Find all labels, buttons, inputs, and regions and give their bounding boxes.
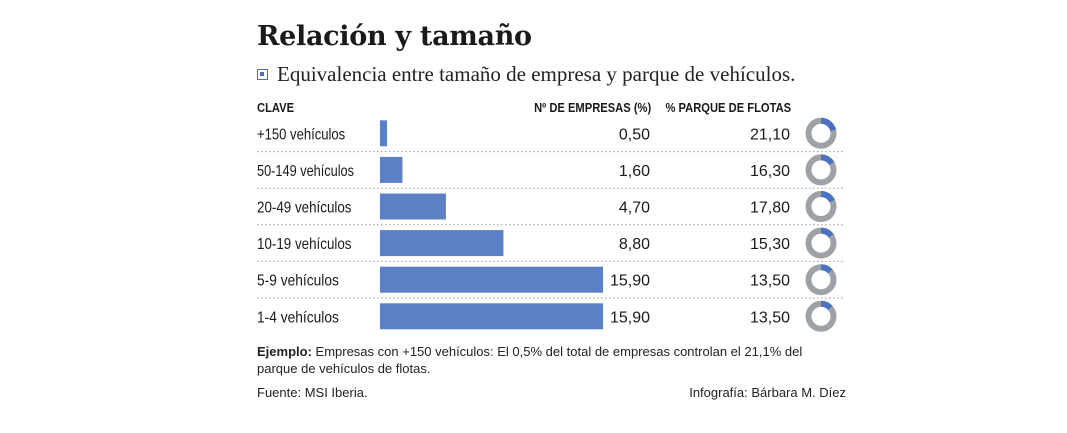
category-label: +150 vehículos: [257, 126, 345, 143]
bar: [380, 303, 603, 330]
flotas-value-label: 13,50: [750, 273, 790, 290]
category-label: 1-4 vehículos: [257, 309, 339, 326]
flotas-value-label: 21,10: [750, 126, 790, 143]
header-flotas: % PARQUE DE FLOTAS: [665, 100, 791, 115]
flotas-value-label: 17,80: [750, 200, 790, 217]
empresas-value-label: 0,50: [619, 126, 650, 143]
example-note: Ejemplo: Empresas con +150 vehículos: El…: [257, 343, 817, 377]
empresas-value-label: 15,90: [610, 273, 650, 290]
empresas-value-label: 8,80: [619, 236, 650, 253]
category-label: 10-19 vehículos: [257, 236, 352, 253]
donut-segment: [820, 227, 834, 238]
donut-segment: [820, 191, 835, 203]
bar: [380, 193, 446, 220]
category-label: 50-149 vehículos: [257, 163, 354, 180]
header-clave: CLAVE: [257, 100, 295, 115]
chart-title: Relación y tamaño: [257, 21, 532, 52]
square-bullet-icon: [257, 69, 268, 80]
category-label: 20-49 vehículos: [257, 200, 352, 217]
example-text: Empresas con +150 vehículos: El 0,5% del…: [257, 344, 803, 376]
bar: [380, 230, 504, 257]
empresas-value-label: 15,90: [610, 309, 650, 326]
category-label: 5-9 vehículos: [257, 273, 339, 290]
bar: [380, 156, 403, 183]
bar: [380, 266, 603, 293]
empresas-value-label: 4,70: [619, 200, 650, 217]
flotas-value-label: 13,50: [750, 309, 790, 326]
chart-subtitle: Equivalencia entre tamaño de empresa y p…: [257, 62, 795, 87]
donut-segment: [820, 117, 837, 132]
donut-segment: [820, 154, 835, 166]
bar: [380, 120, 388, 147]
header-empresas: Nº DE EMPRESAS (%): [533, 100, 651, 115]
donut-segment: [820, 264, 833, 274]
flotas-value-label: 16,30: [750, 163, 790, 180]
source-text: Fuente: MSI Iberia.: [257, 385, 368, 400]
empresas-value-label: 1,60: [619, 163, 650, 180]
flotas-value-label: 15,30: [750, 236, 790, 253]
subtitle-text: Equivalencia entre tamaño de empresa y p…: [277, 62, 796, 86]
example-label: Ejemplo:: [257, 344, 312, 359]
donut-segment: [820, 300, 833, 311]
credit-text: Infografía: Bárbara M. Díez: [689, 385, 846, 400]
